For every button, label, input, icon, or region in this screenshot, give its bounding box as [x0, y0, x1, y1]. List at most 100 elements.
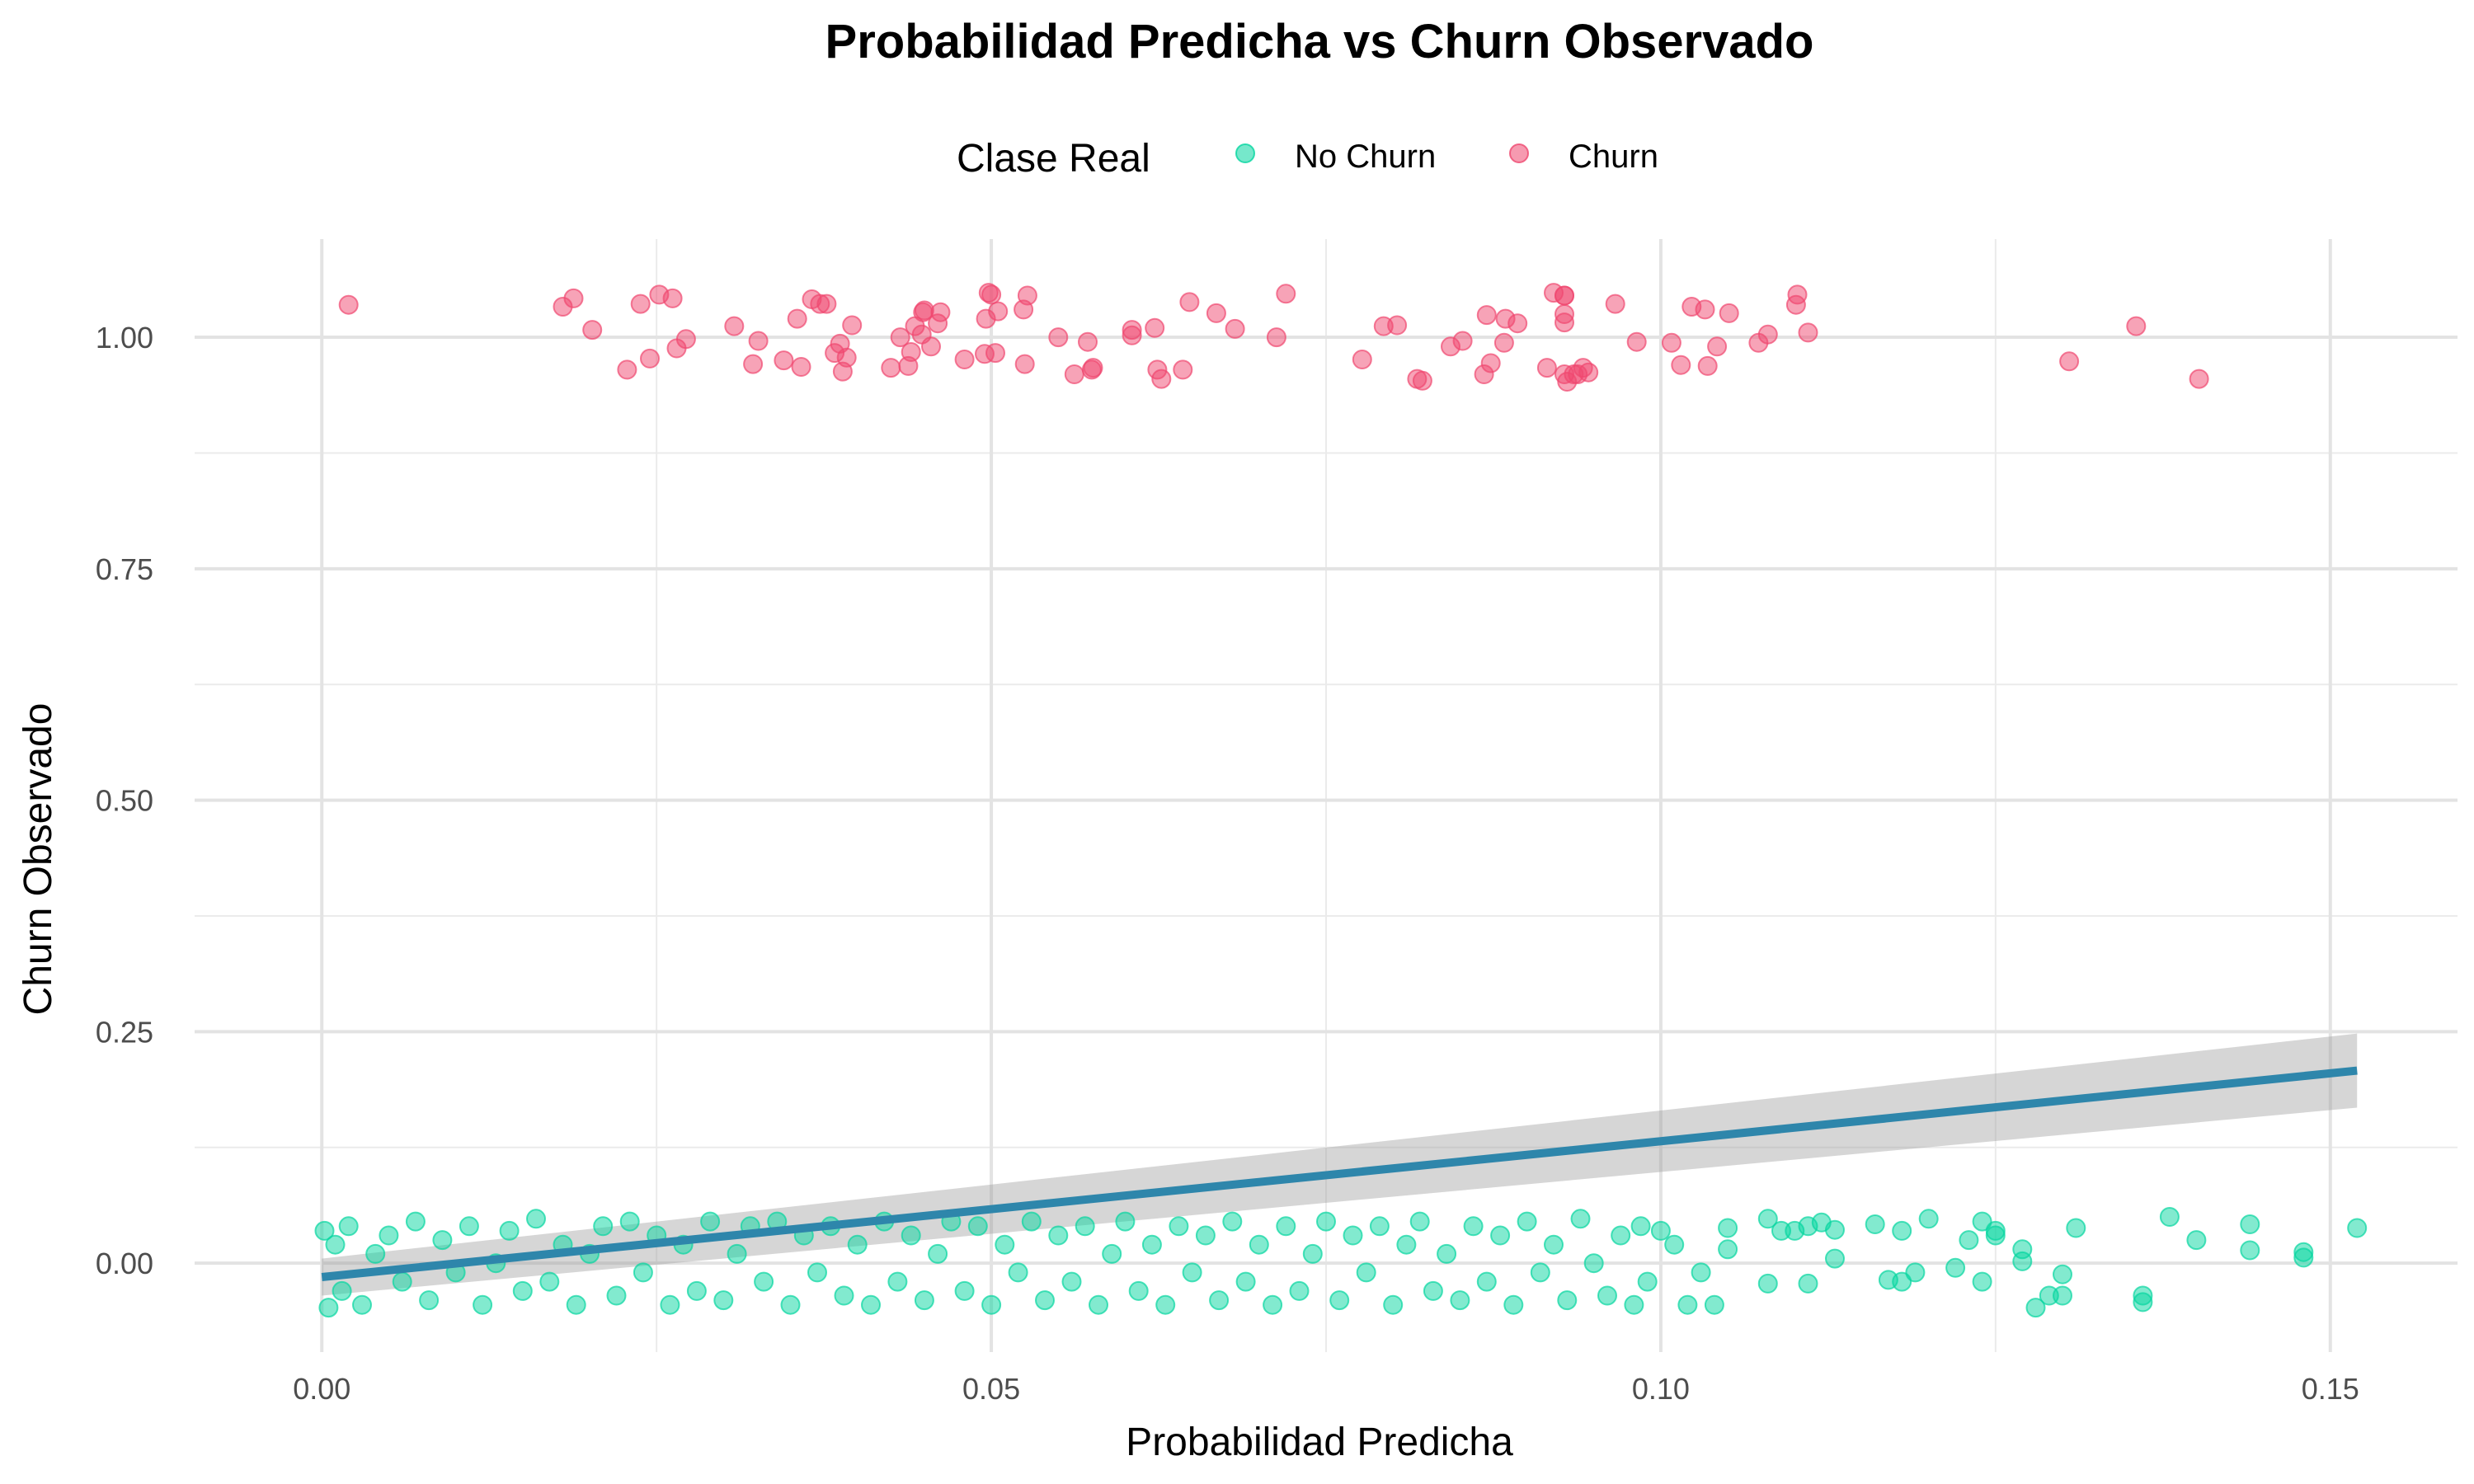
churn-point [1017, 285, 1037, 306]
no-churn-point [1263, 1294, 1283, 1315]
churn-point [563, 288, 584, 308]
churn-point [1064, 364, 1084, 384]
chart-title: Probabilidad Predicha vs Churn Observado [825, 15, 1814, 68]
no-churn-point [352, 1294, 372, 1315]
churn-point [662, 288, 683, 308]
no-churn-point [887, 1271, 908, 1292]
churn-point [1014, 354, 1035, 374]
no-churn-point [1476, 1271, 1497, 1292]
churn-point [930, 302, 951, 322]
no-churn-point [1450, 1290, 1470, 1311]
no-churn-point [1061, 1271, 1082, 1292]
no-churn-point [2133, 1292, 2153, 1313]
no-churn-point [2186, 1230, 2207, 1251]
legend: Clase Real No Churn Churn [957, 137, 1658, 181]
churn-point [921, 336, 941, 357]
no-churn-point [1677, 1294, 1698, 1315]
no-churn-point [1544, 1234, 1564, 1255]
churn-point [1536, 358, 1557, 378]
no-churn-point [807, 1262, 827, 1283]
no-churn-point [619, 1211, 640, 1232]
no-churn-point [901, 1225, 921, 1246]
churn-point [1578, 362, 1599, 383]
no-churn-point [1664, 1234, 1685, 1255]
no-churn-point [1557, 1290, 1578, 1311]
churn-point [890, 327, 910, 348]
no-churn-point [2240, 1240, 2260, 1261]
churn-point [1493, 332, 1514, 353]
churn-point [1122, 325, 1142, 345]
churn-point [1145, 317, 1165, 338]
no-churn-point [754, 1271, 774, 1292]
no-churn-point [1155, 1294, 1176, 1315]
churn-point [675, 329, 696, 350]
churn-point [1048, 327, 1069, 348]
no-churn-point [1959, 1230, 1979, 1251]
no-churn-point [1115, 1211, 1136, 1232]
x-tick-label: 0.00 [293, 1372, 350, 1406]
churn-point [1605, 294, 1625, 314]
no-churn-point [1383, 1294, 1404, 1315]
no-churn-point [1624, 1294, 1644, 1315]
no-churn-point [2066, 1218, 2086, 1238]
churn-point [617, 359, 637, 380]
churn-point [988, 301, 1009, 322]
confidence-band [322, 1033, 2358, 1296]
churn-point [774, 350, 794, 371]
no-churn-point [1597, 1285, 1617, 1306]
no-churn-point [914, 1290, 934, 1311]
no-churn-point [1302, 1243, 1323, 1264]
no-churn-point [1075, 1216, 1095, 1237]
churn-point [1697, 355, 1718, 376]
legend-no-churn-label: No Churn [1295, 139, 1436, 175]
no-churn-point [1209, 1290, 1230, 1311]
no-churn-point [1972, 1211, 1992, 1232]
fit-line-layer [321, 1066, 2358, 1282]
no-churn-point [1637, 1271, 1658, 1292]
no-churn-point [1021, 1211, 1042, 1232]
tick-labels: 0.00 0.05 0.10 0.15 0.00 0.25 0.50 0.75 1.00 [96, 321, 2359, 1406]
no-churn-point [700, 1211, 721, 1232]
no-churn-point [1463, 1216, 1484, 1237]
no-churn-point [780, 1294, 801, 1315]
churn-point [985, 343, 1005, 364]
y-tick-label: 1.00 [96, 321, 153, 355]
no-churn-point [861, 1294, 881, 1315]
churn-point [1787, 284, 1808, 305]
churn-point [640, 348, 660, 369]
churn-point [2126, 316, 2147, 336]
churn-point [836, 347, 857, 368]
no-churn-point [1048, 1225, 1069, 1246]
churn-point [743, 354, 764, 374]
no-churn-point [1369, 1216, 1390, 1237]
no-churn-point [1235, 1271, 1256, 1292]
no-churn-point [1517, 1211, 1537, 1232]
legend-churn-label: Churn [1569, 139, 1658, 175]
no-churn-point [967, 1216, 988, 1237]
no-churn-point [1757, 1209, 1778, 1229]
no-churn-point [1757, 1273, 1778, 1294]
no-churn-point [686, 1280, 707, 1301]
no-churn-point [2347, 1218, 2368, 1238]
no-churn-point [512, 1280, 533, 1301]
churn-points [338, 283, 2209, 392]
churn-point [1452, 331, 1473, 351]
churn-point [1554, 285, 1574, 306]
churn-point [1151, 369, 1172, 389]
no-churn-point [1611, 1225, 1631, 1246]
x-tick-label: 0.15 [2302, 1372, 2359, 1406]
no-churn-point [1718, 1239, 1738, 1260]
y-tick-label: 0.25 [96, 1015, 153, 1049]
no-churn-point [566, 1294, 586, 1315]
no-churn-point [1570, 1209, 1591, 1229]
no-churn-point [459, 1216, 479, 1237]
no-churn-point [1825, 1248, 1845, 1269]
no-churn-point [1195, 1225, 1216, 1246]
churn-point [1719, 303, 1739, 323]
churn-point [1266, 327, 1286, 348]
no-churn-point [1985, 1225, 2006, 1246]
no-churn-point [2240, 1214, 2260, 1234]
churn-point [901, 342, 921, 362]
no-churn-point [1423, 1280, 1443, 1301]
